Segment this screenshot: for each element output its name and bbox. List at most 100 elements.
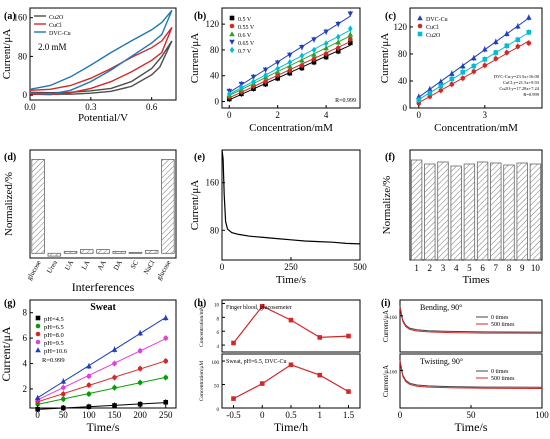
panel-d-bar (144, 250, 159, 254)
panel-b-point (262, 67, 269, 73)
panel-c-point (449, 82, 455, 87)
panel-h-bottom-title: Sweat, pH=6.5, DVC-Cu (226, 359, 287, 365)
panel-f-bar (437, 161, 449, 261)
panel-h-top-ytick-label: 8 (217, 317, 220, 322)
panel-g-legend-label: pH=9.5 (44, 340, 64, 347)
panel-g-ytick-label: 2 (23, 384, 28, 394)
panel-g-xtick-label: 250 (159, 410, 173, 420)
panel-h-bottom-ylabel: Concentration/μM (199, 361, 205, 402)
panel-c-point (427, 86, 433, 92)
panel-h-bottom-point (231, 396, 236, 401)
panel-b-point (299, 52, 305, 59)
panel-i-top-legend-label: 500 times (491, 322, 515, 328)
panel-h-top-line (233, 305, 349, 344)
panel-b-point (275, 76, 280, 81)
panel-i-label: (i) (381, 298, 390, 309)
panel-h-top-point (231, 340, 236, 346)
panel-g-point (137, 401, 143, 407)
panel-b-point (226, 90, 232, 97)
panel-d-category-label: LA (80, 259, 92, 271)
panel-h-top-point (317, 335, 323, 340)
panel-g-point (137, 380, 143, 385)
panel-c-fit-equation: DVC-Cu:y=23.5x+16.00 (494, 74, 540, 79)
panel-a-ylabel: Current/μA (1, 29, 13, 80)
panel-g-point (163, 399, 169, 405)
panel-c-point (416, 97, 422, 103)
panel-b-point (323, 40, 329, 47)
panel-b-point (311, 37, 317, 43)
panel-g-fit-line (37, 376, 166, 405)
panel-d-category-label: glucose (25, 259, 43, 282)
panel-g-xtick-label: 50 (59, 410, 69, 420)
panel-h-top-title: Finger blood, glucosemeter (226, 305, 292, 311)
panel-g-xtick-label: 200 (133, 410, 147, 420)
panel-f-category-label: 2 (428, 263, 433, 273)
panel-a-legend-label: Cu2O (49, 15, 64, 21)
panel-b-point (299, 45, 305, 51)
panel-c-point (504, 43, 510, 49)
panel-c-fit-equation: CuCl:y=21.5x+9.93 (503, 80, 540, 85)
panel-a-frame (29, 7, 177, 101)
panel-h-top-ytick-label: 4 (217, 345, 220, 350)
panel-a-ytick-label: 80 (18, 51, 28, 61)
panel-b-xtick-label: 4 (324, 110, 329, 120)
panel-c-point (438, 78, 444, 84)
panel-b-point (323, 29, 329, 35)
panel-g-point (86, 363, 92, 369)
panel-d-label: (d) (4, 152, 16, 163)
panel-c-legend-label: Cu2O (426, 33, 441, 39)
panel-h-bottom-ytick-label: 100 (212, 361, 220, 366)
panel-f-bar (476, 161, 489, 261)
panel-f-category-label: 8 (507, 263, 512, 273)
panel-g-point (163, 375, 169, 380)
panel-c-point (438, 83, 444, 89)
panel-g-point (163, 335, 169, 341)
panel-b-legend-marker (229, 31, 235, 37)
panel-h-xtick-label: -0.5 (226, 410, 241, 420)
panel-c-legend-label: CuCl (426, 25, 439, 31)
panel-g-point (163, 358, 169, 364)
panel-g-point (162, 314, 169, 321)
panel-b-point (274, 60, 281, 66)
panel-c-point (471, 55, 477, 61)
panel-g-point (86, 373, 92, 379)
panel-b-point (335, 48, 341, 54)
panel-h-top-point (259, 303, 265, 309)
panel-i-bottom-ylabel: Current/μA (382, 365, 390, 397)
panel-g-fit-line (37, 317, 167, 399)
panel-h-top-point (346, 333, 351, 339)
panel-a-cv-curve (29, 40, 173, 95)
panel-i-top-ytick-label: 160 (390, 316, 398, 321)
panel-c-ytick-label: 80 (398, 49, 408, 59)
panel-h-bottom-line (233, 364, 349, 400)
panel-h-bottom-point (288, 362, 294, 368)
panel-b-point (311, 46, 317, 54)
panel-c-fit-equation: Cu2O:y=17.28x+7.24 (499, 86, 539, 91)
panel-d-bar (63, 251, 78, 254)
panel-f-bar (450, 165, 462, 261)
panel-b-point (348, 40, 353, 46)
panel-g-legend-label: pH=8.0 (44, 332, 64, 339)
panel-c-point (471, 69, 477, 74)
panel-f-category-label: 9 (520, 263, 525, 273)
panel-b-point (299, 63, 305, 68)
panel-a-cv-curve (29, 26, 173, 96)
panel-b-legend-marker (229, 15, 235, 21)
panel-f-category-label: 4 (454, 263, 459, 273)
panel-i-xtick-label: 100 (535, 410, 549, 420)
panel-b-point (347, 31, 354, 37)
panel-g-fit-line (37, 402, 166, 410)
panel-c-ytick-label: 0 (403, 103, 408, 113)
panel-b-point (335, 33, 341, 41)
panel-c-ytick-label: 120 (394, 22, 408, 32)
panel-c-point (493, 56, 499, 61)
panel-d-xlabel: Interferences (72, 280, 135, 294)
panel-g-point (60, 396, 66, 402)
panel-h-label: (h) (194, 298, 206, 309)
panel-f-frame (409, 149, 543, 261)
panel-b-point (251, 78, 256, 85)
panel-g-ytick-label: 8 (23, 308, 28, 318)
panel-e-xtick-label: 500 (353, 262, 367, 272)
panel-g-legend-label: pH=4.5 (44, 316, 64, 323)
panel-g-point (60, 391, 66, 397)
